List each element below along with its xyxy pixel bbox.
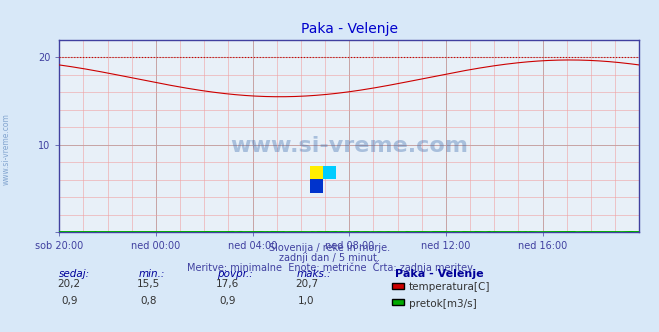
Text: 0,9: 0,9 — [219, 296, 236, 306]
Text: pretok[m3/s]: pretok[m3/s] — [409, 299, 476, 309]
Text: 20,7: 20,7 — [295, 279, 318, 289]
Text: Slovenija / reke in morje.: Slovenija / reke in morje. — [269, 243, 390, 253]
Text: zadnji dan / 5 minut.: zadnji dan / 5 minut. — [279, 253, 380, 263]
Text: 1,0: 1,0 — [298, 296, 315, 306]
Text: 15,5: 15,5 — [136, 279, 160, 289]
Bar — [310, 179, 323, 193]
Title: Paka - Velenje: Paka - Velenje — [301, 22, 398, 36]
Text: Paka - Velenje: Paka - Velenje — [395, 269, 484, 279]
Text: min.:: min.: — [138, 269, 165, 279]
Text: 0,8: 0,8 — [140, 296, 157, 306]
Text: temperatura[C]: temperatura[C] — [409, 282, 490, 292]
Text: www.si-vreme.com: www.si-vreme.com — [2, 114, 11, 185]
Bar — [323, 166, 336, 179]
Bar — [310, 166, 323, 179]
Text: maks.:: maks.: — [297, 269, 331, 279]
Text: Meritve: minimalne  Enote: metrične  Črta: zadnja meritev: Meritve: minimalne Enote: metrične Črta:… — [186, 261, 473, 273]
Text: 20,2: 20,2 — [57, 279, 81, 289]
Text: www.si-vreme.com: www.si-vreme.com — [230, 136, 469, 156]
Text: povpr.:: povpr.: — [217, 269, 253, 279]
Text: 17,6: 17,6 — [215, 279, 239, 289]
Text: sedaj:: sedaj: — [59, 269, 90, 279]
Text: 0,9: 0,9 — [61, 296, 78, 306]
